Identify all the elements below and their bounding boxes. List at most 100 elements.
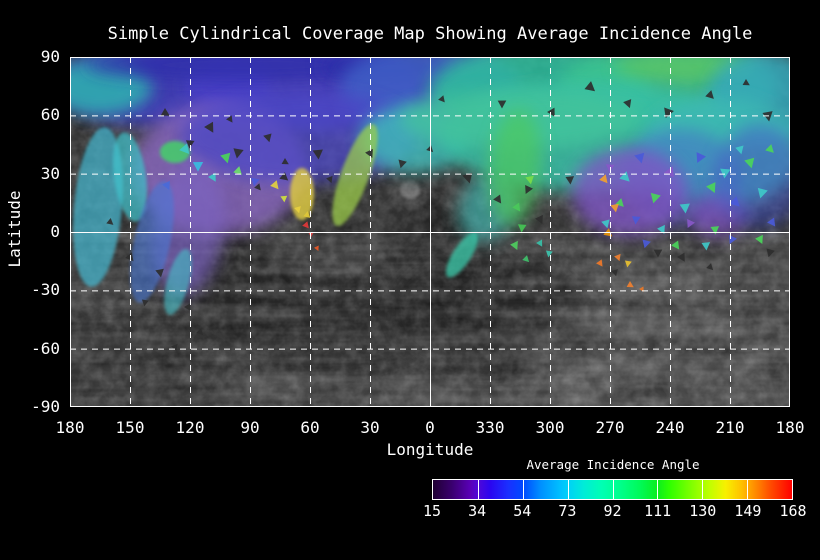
gap-facet	[497, 100, 507, 109]
coverage-facet	[767, 217, 776, 227]
gap-facet	[254, 183, 261, 191]
coverage-facet	[294, 206, 301, 214]
coverage-facet	[701, 242, 711, 251]
coverage-region	[572, 148, 688, 236]
coverage-facet	[624, 260, 632, 268]
coverage-facet	[696, 152, 706, 163]
colorbar-ticks: 15 34 54 73 92 111 130 149 168	[423, 502, 807, 520]
coverage-region	[164, 249, 192, 315]
coverage-facet	[512, 202, 521, 212]
gap-facet	[281, 158, 289, 165]
coverage-facet	[710, 226, 720, 235]
colorbar-separator	[657, 480, 659, 499]
coverage-facet	[650, 192, 661, 204]
coverage-facet	[596, 259, 603, 267]
colorbar-tick-label: 149	[734, 502, 762, 520]
coverage-facet	[536, 239, 543, 247]
coverage-facet	[208, 172, 216, 182]
coverage-facet	[599, 174, 608, 184]
gap-facet	[742, 79, 750, 86]
coverage-facet	[744, 157, 755, 169]
coverage-facet	[729, 234, 737, 244]
y-tick-label: -60	[31, 338, 60, 358]
y-tick-label: -30	[31, 280, 60, 300]
coverage-facet	[687, 218, 695, 228]
coverage-region	[290, 168, 314, 220]
x-tick-label: 30	[360, 418, 380, 437]
gap-facet	[398, 159, 407, 169]
gap-facet	[106, 218, 114, 225]
colorbar-separator	[612, 480, 614, 499]
colorbar-tick-label: 54	[513, 502, 532, 520]
gap-facet	[493, 194, 502, 204]
gap-facet	[196, 328, 204, 336]
y-tick-label: 30	[40, 163, 60, 183]
gap-facet	[365, 148, 373, 158]
colorbar-tick-label: 73	[558, 502, 577, 520]
coverage-region	[73, 127, 123, 287]
coverage-region	[488, 109, 542, 225]
gap-facet	[204, 121, 214, 133]
map-gridlines	[70, 57, 790, 407]
gap-facet	[525, 184, 533, 194]
coverage-facet	[619, 171, 630, 182]
x-axis-label: Longitude	[386, 440, 474, 459]
x-tick-label: 270	[595, 418, 625, 437]
coverage-facet	[664, 166, 674, 178]
gap-facet	[233, 148, 244, 159]
coverage-facet	[517, 224, 527, 233]
gap-facet	[160, 108, 170, 116]
coverage-facet	[314, 245, 319, 251]
colorbar-tick-label: 92	[603, 502, 622, 520]
x-tick-label: 330	[475, 418, 505, 437]
coverage-facet	[642, 239, 651, 249]
gap-facet	[677, 252, 685, 262]
gap-facet	[426, 145, 434, 153]
coverage-facet	[601, 219, 610, 229]
coverage-facet	[735, 145, 744, 155]
gap-facet	[565, 176, 575, 185]
colorbar-tick-label: 130	[689, 502, 717, 520]
x-tick-label: 150	[115, 418, 145, 437]
coverage-facet	[192, 162, 204, 172]
coverage-facet	[626, 281, 634, 288]
gap-facet	[185, 140, 195, 149]
colorbar-tick-label: 168	[779, 502, 807, 520]
gap-facet	[226, 115, 233, 123]
coverage-facet	[671, 240, 680, 250]
coverage-facet	[302, 221, 309, 229]
gap-facet	[141, 299, 149, 307]
colorbar-separator	[477, 480, 479, 499]
colorbar-tick-label: 111	[644, 502, 672, 520]
coverage-facet	[614, 253, 621, 262]
gap-facet	[326, 175, 333, 184]
colorbar-tick-label: 15	[422, 502, 442, 520]
x-tick-label: 210	[715, 418, 745, 437]
gap-facet	[438, 95, 445, 103]
colorbar-separator	[702, 480, 704, 499]
x-tick-label: 180	[775, 418, 805, 437]
coverage-facet	[179, 143, 190, 155]
colorbar-separator	[747, 480, 749, 499]
coverage-facet	[303, 211, 311, 218]
gap-facet	[171, 343, 178, 352]
colorbar-gradient	[432, 479, 793, 500]
gap-facet	[312, 149, 323, 160]
coverage-facet	[233, 166, 242, 175]
coverage-facet	[162, 180, 170, 190]
coverage-facet	[720, 168, 731, 179]
coverage-facet	[522, 255, 530, 263]
gap-facet	[462, 172, 473, 184]
gap-facet	[705, 90, 714, 99]
coverage-region	[160, 141, 190, 163]
y-tick-label: 60	[40, 105, 60, 125]
coverage-facet	[525, 175, 534, 185]
coverage-overlay-group	[48, 42, 820, 315]
coverage-facet	[765, 144, 774, 153]
gap-facet	[623, 99, 632, 109]
coverage-facet	[610, 203, 619, 213]
colorbar-separator	[567, 480, 569, 499]
gap-facet	[155, 268, 164, 278]
coverage-facet	[280, 195, 288, 203]
